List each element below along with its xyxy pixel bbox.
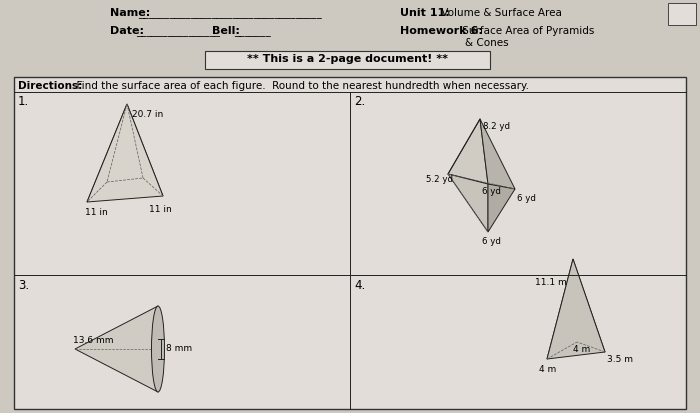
Text: Date:: Date: xyxy=(110,26,144,36)
Text: Unit 11:: Unit 11: xyxy=(400,8,449,18)
Polygon shape xyxy=(87,105,163,202)
Text: Directions:: Directions: xyxy=(18,81,83,91)
Text: ___________________________________: ___________________________________ xyxy=(138,9,322,19)
Text: 2.: 2. xyxy=(354,95,365,108)
Text: 8 mm: 8 mm xyxy=(166,343,192,352)
Text: 3.: 3. xyxy=(18,278,29,291)
Text: 4 m: 4 m xyxy=(573,344,590,353)
Text: 11 in: 11 in xyxy=(85,207,108,216)
Text: Find the surface area of each figure.  Round to the nearest hundredth when neces: Find the surface area of each figure. Ro… xyxy=(70,81,529,91)
Text: & Cones: & Cones xyxy=(465,38,509,48)
Text: 11.1 m: 11.1 m xyxy=(535,277,567,286)
Text: 4 m: 4 m xyxy=(539,364,556,373)
FancyBboxPatch shape xyxy=(14,78,686,409)
Text: 11 in: 11 in xyxy=(149,204,172,214)
Text: 6 yd: 6 yd xyxy=(482,187,501,195)
Polygon shape xyxy=(488,185,515,233)
Polygon shape xyxy=(75,306,158,392)
Text: 1.: 1. xyxy=(18,95,29,108)
Polygon shape xyxy=(480,120,515,190)
Polygon shape xyxy=(127,105,163,197)
Polygon shape xyxy=(448,120,488,185)
FancyBboxPatch shape xyxy=(205,52,490,70)
Text: 6 yd: 6 yd xyxy=(482,236,501,245)
Polygon shape xyxy=(87,105,127,202)
Text: Homework 6:: Homework 6: xyxy=(400,26,483,36)
Ellipse shape xyxy=(151,306,164,392)
Text: 13.6 mm: 13.6 mm xyxy=(73,335,113,344)
Text: 4.: 4. xyxy=(354,278,365,291)
Text: 8.2 yd: 8.2 yd xyxy=(483,122,510,131)
Polygon shape xyxy=(547,259,577,359)
Text: ** This is a 2-page document! **: ** This is a 2-page document! ** xyxy=(247,54,448,64)
Text: 5.2 yd: 5.2 yd xyxy=(426,175,453,183)
Text: 6 yd: 6 yd xyxy=(517,194,536,202)
Polygon shape xyxy=(547,259,605,359)
Polygon shape xyxy=(448,175,488,233)
Text: 3.5 m: 3.5 m xyxy=(607,354,633,363)
Text: Surface Area of Pyramids: Surface Area of Pyramids xyxy=(459,26,594,36)
Text: Bell:: Bell: xyxy=(212,26,240,36)
Text: Volume & Surface Area: Volume & Surface Area xyxy=(438,8,562,18)
Polygon shape xyxy=(573,259,605,352)
FancyBboxPatch shape xyxy=(668,4,696,26)
Text: ________________: ________________ xyxy=(136,27,220,37)
Text: _______: _______ xyxy=(234,27,271,37)
Text: Name:: Name: xyxy=(110,8,150,18)
Text: 20.7 in: 20.7 in xyxy=(132,110,163,119)
